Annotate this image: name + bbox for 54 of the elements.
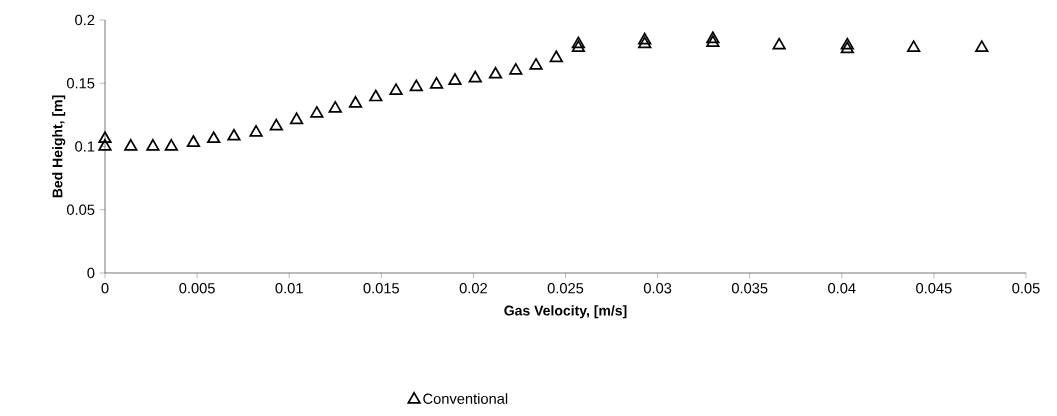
point — [164, 138, 178, 151]
point — [328, 101, 342, 113]
x-tick-label: 0.025 — [547, 283, 584, 294]
legend-label: Conventional — [423, 393, 508, 404]
point — [488, 66, 503, 79]
point — [840, 37, 854, 50]
y-tick-label: 0.15 — [66, 78, 95, 89]
point — [269, 118, 283, 131]
point — [98, 138, 112, 151]
x-tick-label: 0.015 — [363, 283, 400, 294]
point — [227, 128, 241, 141]
point — [706, 35, 720, 47]
x-tick-label: 0.035 — [731, 283, 768, 294]
point — [706, 31, 720, 44]
point — [124, 138, 138, 151]
point — [249, 125, 263, 137]
point — [571, 36, 586, 49]
y-axis-title: Bed Height, [m] — [52, 95, 66, 198]
point — [429, 76, 444, 89]
point — [571, 40, 586, 53]
point — [638, 32, 652, 45]
point — [186, 135, 201, 147]
point — [529, 58, 543, 70]
point — [840, 41, 854, 54]
point — [289, 112, 304, 125]
x-tick-label: 0.03 — [643, 283, 672, 294]
x-tick-label: 0.05 — [1012, 283, 1040, 294]
point — [98, 131, 112, 144]
y-tick-label: 0 — [87, 267, 95, 279]
x-tick-label: 0.005 — [179, 283, 215, 294]
point — [310, 106, 324, 118]
x-tick-label: 0.04 — [828, 283, 856, 294]
point — [772, 37, 786, 50]
point — [369, 89, 383, 102]
point — [975, 40, 989, 53]
point — [468, 70, 482, 83]
point — [448, 73, 462, 85]
y-tick-label: 0.1 — [75, 141, 95, 152]
point — [207, 131, 221, 144]
point — [549, 50, 563, 63]
point — [348, 95, 363, 108]
x-tick-label: 0.045 — [916, 283, 952, 294]
point — [409, 79, 423, 92]
x-tick-label: 0 — [101, 283, 109, 294]
x-axis-title: Gas Velocity, [m/s] — [504, 305, 627, 319]
y-tick-label: 0.2 — [75, 14, 95, 26]
x-tick-label: 0.02 — [459, 283, 487, 294]
x-tick-label: 0.01 — [275, 283, 303, 294]
point — [146, 138, 160, 151]
point — [389, 83, 403, 96]
y-tick-label: 0.05 — [66, 204, 95, 215]
point — [906, 40, 921, 53]
point — [509, 63, 523, 75]
point — [638, 36, 652, 49]
